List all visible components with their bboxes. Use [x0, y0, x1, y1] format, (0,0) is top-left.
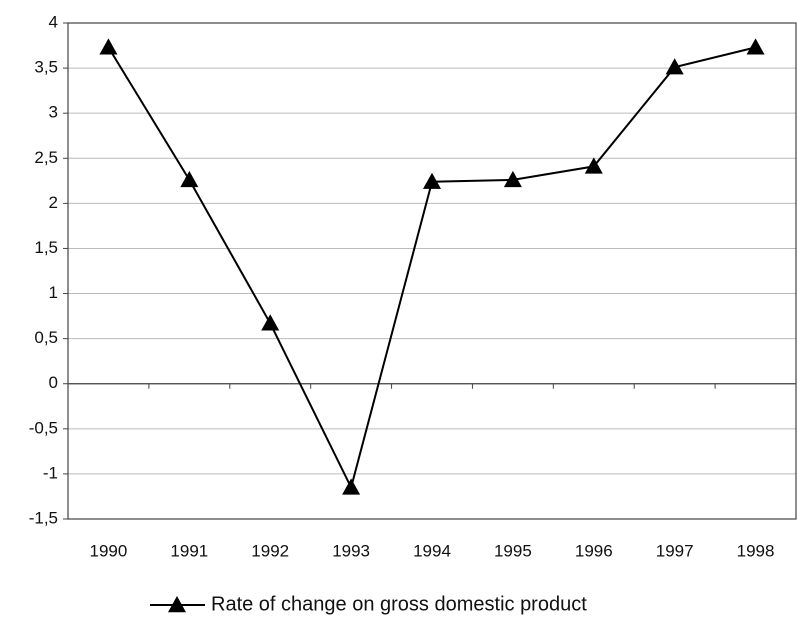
point-marker	[584, 157, 603, 174]
y-tick-label: 3	[49, 103, 58, 122]
x-tick-label: 1995	[494, 541, 532, 560]
x-tick-label: 1993	[332, 541, 370, 560]
y-tick-label: -1	[43, 463, 58, 482]
point-marker	[423, 172, 441, 189]
x-tick-label: 1997	[656, 541, 694, 560]
legend-label: Rate of change on gross domestic product	[211, 593, 587, 615]
point-marker	[261, 314, 280, 331]
y-tick-label: 1	[49, 283, 58, 302]
point-marker	[342, 478, 361, 495]
x-tick-label: 1998	[737, 541, 775, 560]
point-marker	[665, 58, 684, 75]
y-tick-label: 0,5	[34, 328, 58, 347]
y-tick-label: 2	[49, 193, 58, 212]
x-tick-label: 1996	[575, 541, 613, 560]
point-marker	[180, 170, 199, 188]
point-marker	[746, 38, 765, 55]
y-tick-label: 1,5	[34, 238, 58, 257]
x-tick-label: 1991	[170, 541, 208, 560]
point-marker	[503, 170, 522, 188]
x-tick-label: 1990	[90, 541, 128, 560]
y-tick-label: -0,5	[29, 418, 58, 437]
plot-border	[67, 22, 797, 520]
y-tick-label: -1,5	[29, 508, 58, 527]
x-tick-label: 1992	[251, 541, 289, 560]
point-marker	[99, 38, 118, 55]
y-tick-label: 3,5	[34, 58, 58, 77]
legend-marker	[168, 596, 186, 613]
y-tick-label: 0	[49, 373, 58, 392]
x-tick-label: 1994	[413, 541, 451, 560]
y-tick-label: 2,5	[34, 148, 58, 167]
y-tick-label: 4	[49, 12, 58, 31]
